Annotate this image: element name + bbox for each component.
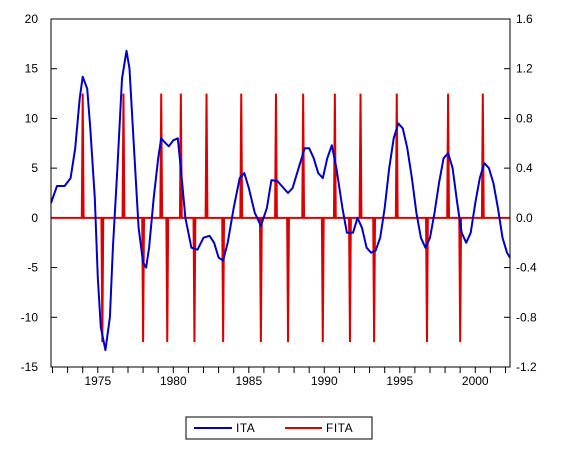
x-tick-label: 1985 [235, 374, 262, 388]
y2-tick-label: 0.0 [516, 211, 533, 225]
series-lines [50, 49, 511, 352]
y-tick-label: -5 [27, 261, 38, 275]
legend-box [185, 416, 373, 440]
y-tick-label: 0 [31, 211, 38, 225]
x-tick-label: 1980 [160, 374, 187, 388]
legend-label-ita: ITA [236, 421, 255, 435]
y2-tick-label: 0.8 [516, 111, 533, 125]
y-tick-label: 10 [25, 111, 39, 125]
x-tick-label: 2000 [462, 374, 489, 388]
x-tick-label: 1990 [311, 374, 338, 388]
y-tick-label: 5 [31, 161, 38, 175]
axis-ticks [51, 18, 510, 373]
y-tick-label: -15 [21, 360, 39, 374]
y2-tick-label: -0.8 [516, 310, 537, 324]
y2-tick-label: -1.2 [516, 360, 537, 374]
legend-label-fita: FITA [326, 421, 353, 435]
y2-tick-label: 1.6 [516, 12, 533, 26]
plot-area-frame [50, 18, 511, 368]
y2-tick-label: -0.4 [516, 261, 537, 275]
legend: ITA FITA [185, 416, 373, 440]
axis-tick-labels: -15 -10 -5 0 5 10 15 20 -1.2 -0.8 -0.4 0.0 0.4 0.8 1.2… [21, 12, 537, 388]
y-tick-label: 20 [25, 12, 39, 26]
series-line-fita [51, 93, 510, 343]
y-tick-label: 15 [25, 62, 39, 76]
y2-tick-label: 0.4 [516, 161, 533, 175]
x-tick-label: 1995 [386, 374, 413, 388]
y2-tick-label: 1.2 [516, 62, 533, 76]
x-tick-label: 1975 [84, 374, 111, 388]
y-tick-label: -10 [21, 310, 39, 324]
series-line-ita [50, 49, 511, 352]
